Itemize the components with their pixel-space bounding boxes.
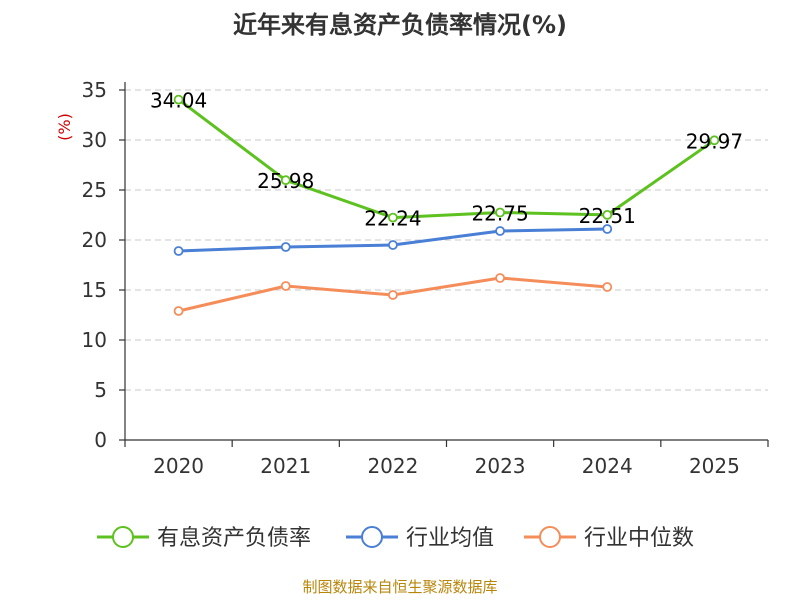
data-label: 34.04 xyxy=(150,89,207,113)
series-point-1 xyxy=(495,226,505,236)
legend-item-1[interactable]: 行业均值 xyxy=(346,526,494,551)
legend-marker xyxy=(361,526,383,548)
series-point-0 xyxy=(173,94,184,105)
y-tick-label: 25 xyxy=(82,178,107,202)
series-point-0 xyxy=(709,135,720,146)
series-line-0 xyxy=(177,98,716,220)
x-tick-label: 2023 xyxy=(475,454,526,478)
data-label: 22.24 xyxy=(364,207,421,231)
x-tick-label: 2021 xyxy=(260,454,311,478)
y-tick-label: 35 xyxy=(82,78,107,102)
legend-label: 行业均值 xyxy=(406,526,494,551)
y-tick-label: 20 xyxy=(82,228,107,252)
y-tick-label: 5 xyxy=(94,378,107,402)
source-note: 制图数据来自恒生聚源数据库 xyxy=(302,578,497,596)
series-point-0 xyxy=(495,207,505,218)
x-tick-label: 2022 xyxy=(367,454,418,478)
data-label: 22.75 xyxy=(471,202,528,226)
series-point-1 xyxy=(602,224,613,234)
legend-label: 行业中位数 xyxy=(584,526,694,551)
series-point-2 xyxy=(602,282,613,292)
series-point-1 xyxy=(388,240,398,250)
series-point-2 xyxy=(280,281,291,291)
y-tick-label: 30 xyxy=(82,128,107,152)
series-point-0 xyxy=(602,209,613,220)
legend-label: 有息资产负债率 xyxy=(157,526,311,551)
data-label: 29.97 xyxy=(686,129,743,153)
series-point-1 xyxy=(280,242,291,252)
series-point-0 xyxy=(388,212,398,223)
x-tick-label: 2025 xyxy=(689,454,740,478)
data-label: 25.98 xyxy=(257,169,314,193)
y-tick-label: 0 xyxy=(94,428,107,452)
series-point-2 xyxy=(388,290,398,300)
series-point-0 xyxy=(280,175,291,186)
data-label: 22.51 xyxy=(579,204,636,228)
series-point-2 xyxy=(173,306,184,316)
legend-item-2[interactable]: 行业中位数 xyxy=(524,526,694,551)
x-tick-label: 2024 xyxy=(582,454,633,478)
series-point-2 xyxy=(495,273,505,283)
legend-item-0[interactable]: 有息资产负债率 xyxy=(97,526,311,551)
grid xyxy=(125,89,768,391)
legend-marker xyxy=(539,526,561,548)
legend: 有息资产负债率 行业均值 行业中位数 xyxy=(97,526,694,551)
legend-marker xyxy=(112,526,134,548)
series xyxy=(173,94,720,316)
x-tick-label: 2020 xyxy=(153,454,204,478)
chart-title: 近年来有息资产负债率情况(%) xyxy=(233,11,567,39)
y-tick-label: 15 xyxy=(82,278,107,302)
series-point-1 xyxy=(173,246,184,256)
y-axis-label: (%) xyxy=(55,113,74,141)
data-labels: 34.04 25.98 22.24 22.75 22.51 29.97 xyxy=(150,89,743,231)
y-tick-label: 10 xyxy=(82,328,107,352)
